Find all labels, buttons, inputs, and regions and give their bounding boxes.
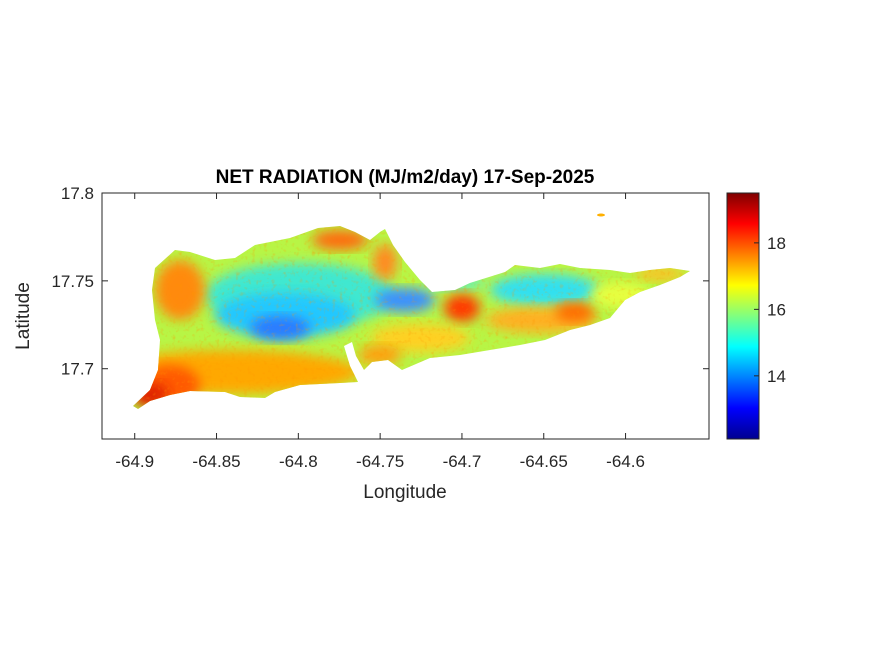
colorbar bbox=[726, 192, 760, 440]
x-tick-label: -64.85 bbox=[192, 452, 240, 471]
chart-title: NET RADIATION (MJ/m2/day) 17-Sep-2025 bbox=[216, 167, 595, 188]
colorbar-tick-label: 18 bbox=[767, 234, 786, 253]
y-axis-label: Latitude bbox=[13, 282, 34, 350]
x-tick-label: -64.9 bbox=[115, 452, 154, 471]
y-tick-label: 17.75 bbox=[51, 272, 94, 291]
x-tick-label: -64.6 bbox=[606, 452, 645, 471]
islet-heatmap bbox=[597, 213, 605, 217]
y-tick-label: 17.7 bbox=[61, 360, 94, 379]
x-tick-label: -64.65 bbox=[520, 452, 568, 471]
y-tick-label: 17.8 bbox=[61, 184, 94, 203]
x-axis-label: Longitude bbox=[363, 482, 446, 503]
x-tick-label: -64.8 bbox=[279, 452, 318, 471]
colorbar-tick-label: 16 bbox=[767, 300, 786, 319]
colorbar-tick-label: 14 bbox=[767, 367, 786, 386]
x-tick-label: -64.75 bbox=[356, 452, 404, 471]
x-tick-label: -64.7 bbox=[443, 452, 482, 471]
